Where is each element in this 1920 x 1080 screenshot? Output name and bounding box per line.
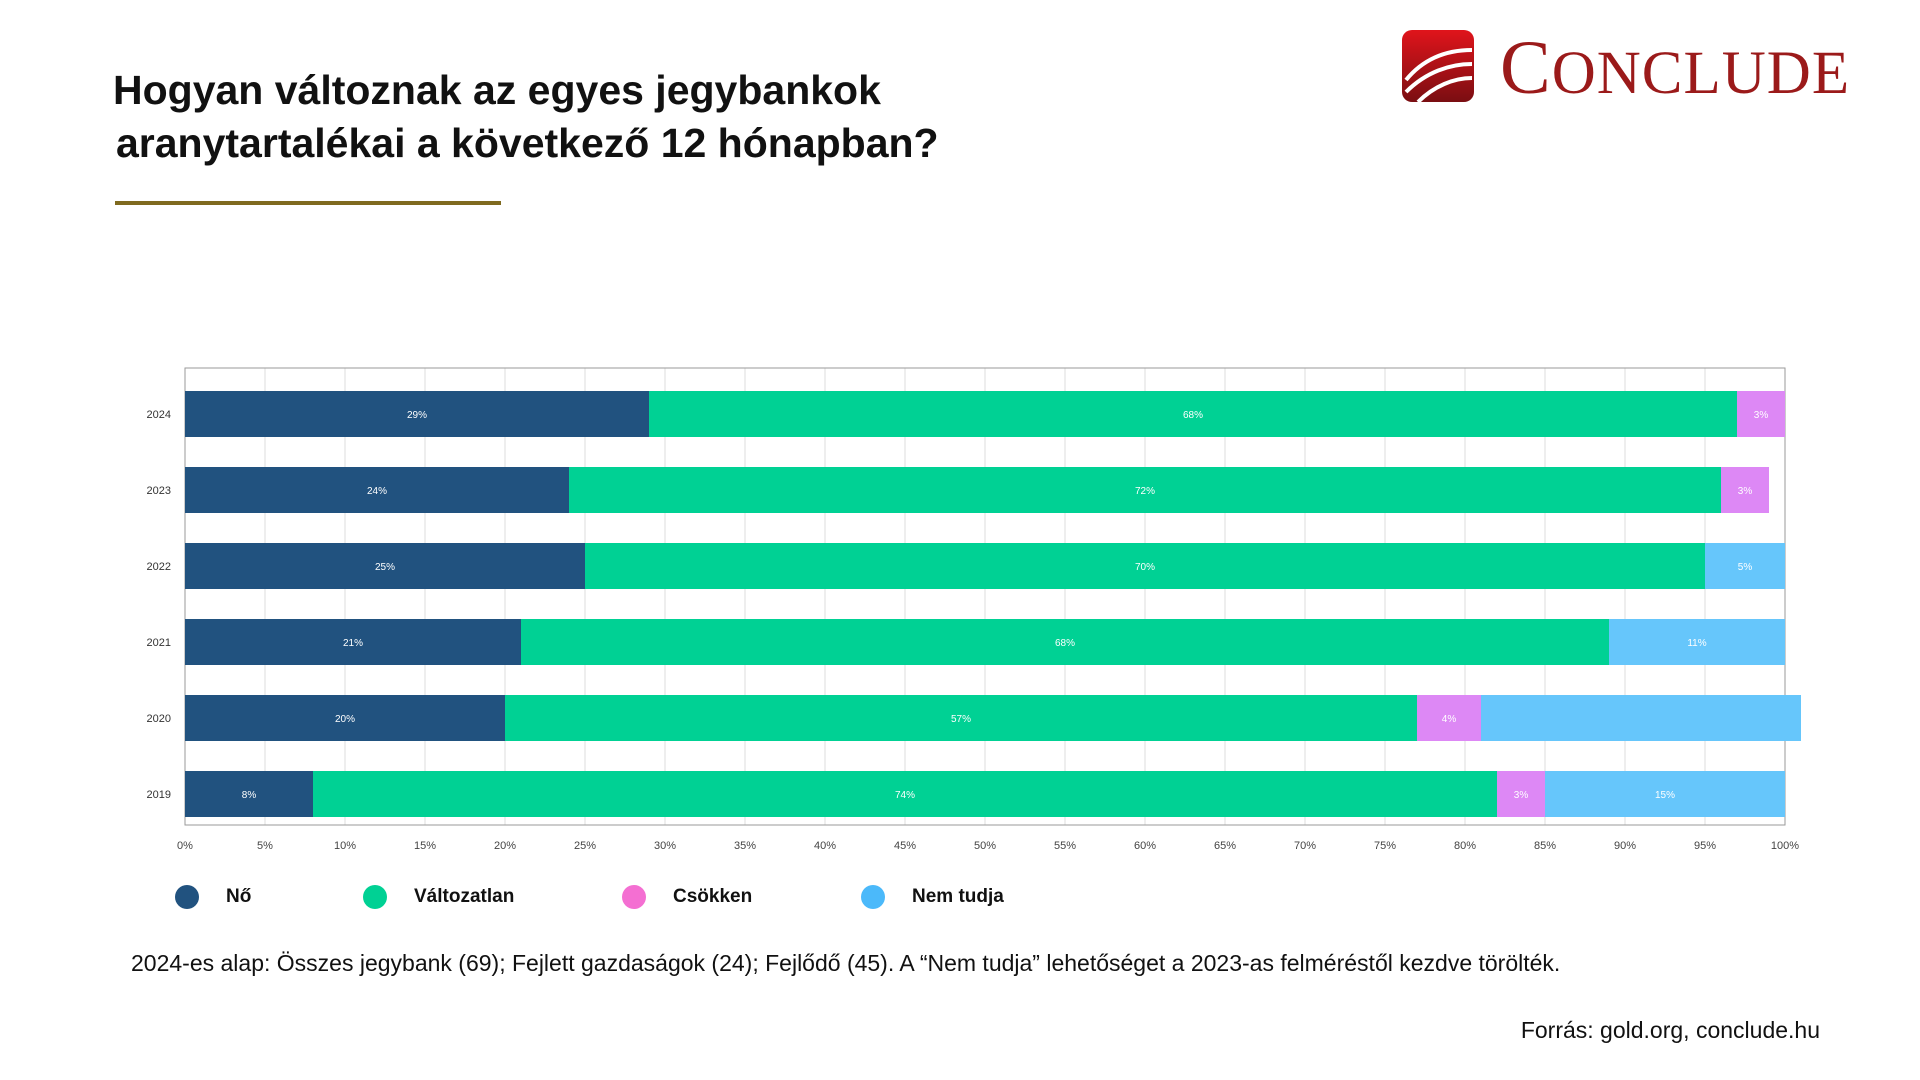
x-tick-label: 50%: [974, 840, 996, 852]
x-tick-label: 15%: [414, 840, 436, 852]
conclude-logo: CONCLUDE: [1400, 28, 1905, 107]
bar-segment: [1481, 695, 1801, 741]
footnote: 2024-es alap: Összes jegybank (69); Fejl…: [131, 950, 1561, 976]
bar-segment: [185, 619, 521, 665]
data-label: 11%: [1687, 638, 1706, 649]
plot-frame: [184, 367, 1786, 826]
legend-label: Nő: [226, 886, 252, 907]
legend-label: Változatlan: [414, 886, 515, 907]
x-tick-label: 85%: [1534, 840, 1556, 852]
bar-segment: [521, 619, 1609, 665]
bar-segment: [185, 695, 505, 741]
data-label: 21%: [343, 638, 363, 649]
bar-segment: [569, 467, 1721, 513]
source-note: Forrás: gold.org, conclude.hu: [1520, 1017, 1820, 1043]
data-label: 20%: [335, 714, 355, 725]
data-label: 4%: [1442, 714, 1457, 725]
title-underline: [115, 201, 501, 205]
data-label: 15%: [1655, 790, 1675, 801]
bar-segment: [1497, 771, 1545, 817]
y-tick-label: 2023: [147, 485, 171, 497]
bar-segment: [505, 695, 1417, 741]
y-tick-label: 2024: [147, 409, 171, 421]
x-tick-label: 35%: [734, 840, 756, 852]
data-label: 70%: [1135, 562, 1155, 573]
x-tick-label: 5%: [257, 840, 273, 852]
legend-swatch: [861, 885, 885, 909]
page-title: Hogyan változnak az egyes jegybankok ara…: [113, 64, 1213, 170]
x-tick-label: 100%: [1771, 840, 1799, 852]
bar-segment: [185, 391, 649, 437]
logo-wordmark: CONCLUDE: [1500, 30, 1850, 112]
data-label: 74%: [895, 790, 915, 801]
bar-segment: [185, 467, 569, 513]
y-tick-label: 2020: [147, 713, 171, 725]
bar-segment: [1705, 543, 1785, 589]
legend-item: Nem tudja: [861, 882, 1004, 912]
y-tick-label: 2022: [147, 561, 171, 573]
title-line-2: aranytartalékai a következő 12 hónapban?: [116, 120, 939, 166]
x-tick-label: 55%: [1054, 840, 1076, 852]
y-tick-label: 2021: [147, 637, 171, 649]
bar-segment: [585, 543, 1705, 589]
bar-segment: [1721, 467, 1769, 513]
data-label: 5%: [1738, 562, 1753, 573]
stacked-bar-chart: 0% 5% 10% 15% 20% 25% 30% 35% 40% 45% 50% 55% 60% 65%…: [147, 367, 1801, 852]
bar-segment: [1609, 619, 1785, 665]
x-tick-label: 80%: [1454, 840, 1476, 852]
legend-label: Nem tudja: [912, 886, 1004, 907]
title-line-1: Hogyan változnak az egyes jegybankok: [113, 67, 881, 113]
x-tick-label: 20%: [494, 840, 516, 852]
data-label: 3%: [1754, 410, 1769, 421]
data-label: 3%: [1514, 790, 1529, 801]
x-tick-label: 0%: [177, 840, 193, 852]
data-label: 68%: [1183, 410, 1203, 421]
bar-segment: [313, 771, 1497, 817]
x-tick-label: 45%: [894, 840, 916, 852]
x-tick-label: 70%: [1294, 840, 1316, 852]
logo-rest: ONCLUDE: [1551, 40, 1851, 107]
data-label: 68%: [1055, 638, 1075, 649]
y-tick-label: 2019: [147, 789, 171, 801]
data-label: 25%: [375, 562, 395, 573]
conclude-logo-icon: [1402, 30, 1474, 104]
x-tick-label: 10%: [334, 840, 356, 852]
data-label: 72%: [1135, 486, 1155, 497]
legend-item: Csökken: [622, 882, 752, 912]
logo-initial: C: [1500, 26, 1552, 110]
x-tick-label: 40%: [814, 840, 836, 852]
legend-item: Változatlan: [363, 882, 514, 912]
data-label: 29%: [407, 410, 427, 421]
x-tick-label: 65%: [1214, 840, 1236, 852]
data-label: 57%: [951, 714, 971, 725]
x-tick-label: 60%: [1134, 840, 1156, 852]
legend-item: Nő: [175, 882, 251, 912]
data-label: 3%: [1738, 486, 1753, 497]
data-label: 8%: [242, 790, 257, 801]
legend-swatch: [622, 885, 646, 909]
x-tick-label: 90%: [1614, 840, 1636, 852]
data-label: 24%: [367, 486, 387, 497]
bar-segment: [1545, 771, 1785, 817]
x-tick-label: 95%: [1694, 840, 1716, 852]
bar-segment: [185, 771, 313, 817]
x-tick-label: 25%: [574, 840, 596, 852]
legend-swatch: [175, 885, 199, 909]
bar-segment: [649, 391, 1737, 437]
bar-segment: [1737, 391, 1785, 437]
x-tick-label: 75%: [1374, 840, 1396, 852]
legend-swatch: [363, 885, 387, 909]
x-tick-label: 30%: [654, 840, 676, 852]
bar-segment: [185, 543, 585, 589]
legend-label: Csökken: [673, 886, 753, 907]
bar-segment: [1417, 695, 1481, 741]
